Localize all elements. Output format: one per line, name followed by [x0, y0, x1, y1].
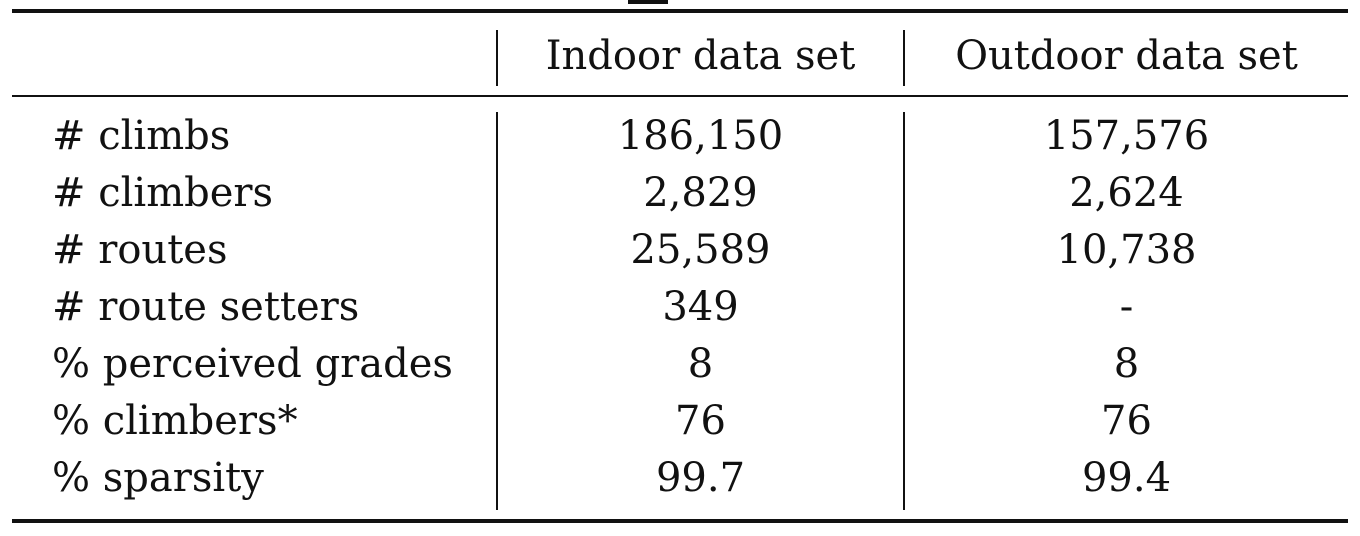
header-outdoor: Outdoor data set — [955, 33, 1298, 79]
row-label: % sparsity — [52, 455, 264, 501]
indoor-value: 99.7 — [655, 455, 746, 501]
outdoor-value: 99.4 — [1081, 455, 1172, 501]
outdoor-value: 2,624 — [1069, 170, 1184, 216]
column-divider-1-header — [496, 30, 498, 86]
row-label: # climbers — [52, 170, 274, 216]
outdoor-value: 76 — [1101, 398, 1152, 444]
indoor-value: 76 — [675, 398, 726, 444]
outdoor-value: 8 — [1113, 341, 1140, 387]
indoor-value: 25,589 — [630, 227, 771, 273]
column-divider-2-header — [903, 30, 905, 86]
outdoor-value: - — [1119, 284, 1134, 330]
header-indoor: Indoor data set — [545, 33, 856, 79]
outdoor-value: 10,738 — [1056, 227, 1197, 273]
row-label: # climbs — [52, 113, 231, 159]
header-rule — [12, 95, 1348, 97]
caption-fragment — [628, 0, 668, 4]
outdoor-value: 157,576 — [1043, 113, 1210, 159]
row-label: % climbers* — [52, 398, 298, 444]
column-divider-1-body — [496, 112, 498, 510]
row-label: # routes — [52, 227, 228, 273]
indoor-value: 349 — [662, 284, 739, 330]
top-rule — [12, 9, 1348, 13]
column-divider-2-body — [903, 112, 905, 510]
bottom-rule — [12, 519, 1348, 523]
row-label: # route setters — [52, 284, 360, 330]
row-label: % perceived grades — [52, 341, 453, 387]
indoor-value: 8 — [687, 341, 714, 387]
indoor-value: 186,150 — [617, 113, 784, 159]
indoor-value: 2,829 — [643, 170, 758, 216]
